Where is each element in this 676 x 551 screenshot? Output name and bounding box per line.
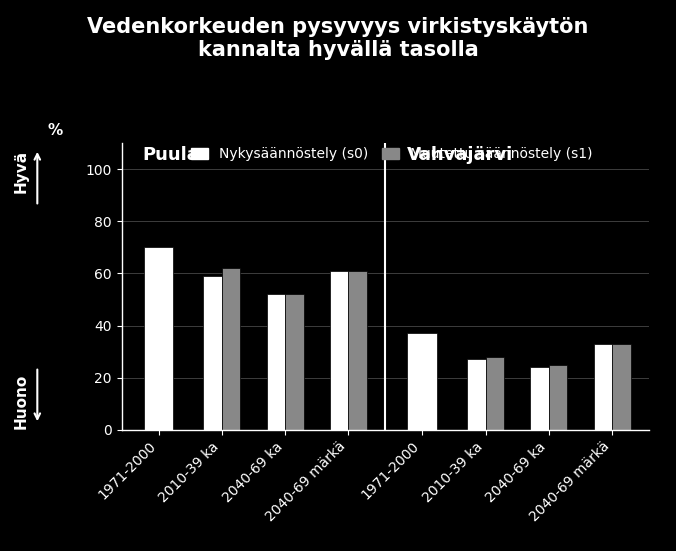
Text: Vedenkorkeuden pysyvyys virkistyskäytön
kannalta hyvällä tasolla: Vedenkorkeuden pysyvyys virkistyskäytön … xyxy=(87,17,589,60)
Bar xyxy=(222,268,241,430)
Bar xyxy=(144,247,173,430)
Bar xyxy=(408,333,437,430)
Bar xyxy=(348,271,367,430)
Bar xyxy=(612,344,631,430)
Bar xyxy=(203,276,222,430)
Bar xyxy=(467,359,485,430)
Bar xyxy=(594,344,612,430)
Text: Huono: Huono xyxy=(14,374,29,429)
Bar xyxy=(531,368,549,430)
Legend: Nykysäännöstely (s0), Muutettu säännöstely (s1): Nykysäännöstely (s0), Muutettu säännöste… xyxy=(186,142,598,167)
Text: %: % xyxy=(48,122,63,138)
Text: Vahvajärvi: Vahvajärvi xyxy=(406,146,512,164)
Text: Hyvä: Hyvä xyxy=(14,150,29,193)
Bar xyxy=(285,294,304,430)
Bar xyxy=(266,294,285,430)
Text: Puula: Puula xyxy=(143,146,199,164)
Bar xyxy=(549,365,567,430)
Bar xyxy=(330,271,348,430)
Bar xyxy=(485,357,504,430)
